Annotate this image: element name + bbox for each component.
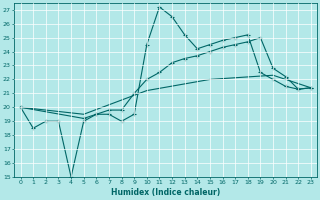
- X-axis label: Humidex (Indice chaleur): Humidex (Indice chaleur): [111, 188, 220, 197]
